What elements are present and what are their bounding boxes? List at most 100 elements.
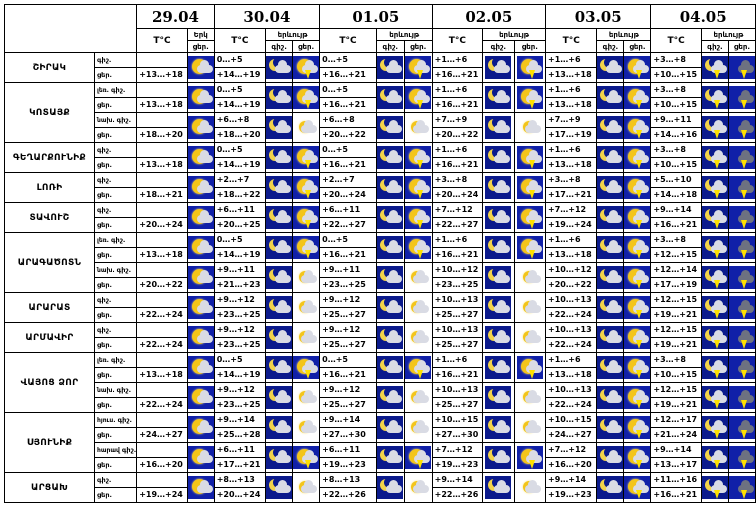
temp-cell: +13…+18	[544, 247, 598, 263]
weather-icon	[624, 476, 650, 499]
temp-cell	[136, 82, 188, 98]
temp-cell: +10…+15	[650, 367, 702, 383]
temp-cell: +9…+12	[319, 322, 377, 338]
cloud-icon	[525, 90, 542, 103]
lightning-icon	[636, 70, 643, 79]
region-label: ՎԱՅՈՑ ՁՈՐ	[4, 352, 95, 413]
night-weather-cell	[375, 292, 405, 323]
temp-cell: +7…+12	[431, 202, 484, 218]
temp-cell	[136, 112, 188, 128]
lightning-icon	[636, 220, 643, 229]
cloud-icon	[494, 330, 511, 343]
weather-icon	[377, 86, 404, 109]
weather-icon	[702, 296, 728, 319]
temp-header: T°C	[213, 28, 267, 53]
weather-icon	[729, 236, 755, 259]
night-header: գիշ.	[596, 40, 625, 53]
temp-cell: +14…+19	[213, 157, 267, 173]
weather-icon	[294, 296, 319, 319]
weather-icon	[597, 476, 623, 499]
night-weather-cell	[596, 172, 625, 203]
weather-icon	[188, 236, 214, 259]
cloud-icon	[524, 420, 541, 433]
weather-icon	[624, 386, 650, 409]
temp-cell: +14…+19	[213, 97, 267, 113]
cloud-icon	[413, 420, 430, 433]
night-weather-cell	[596, 112, 625, 143]
night-weather-cell	[700, 202, 729, 233]
cloud-icon	[275, 360, 292, 373]
temp-cell: +10…+15	[650, 67, 702, 83]
temp-cell: +7…+9	[431, 112, 484, 128]
cloud-icon	[275, 330, 292, 343]
temp-cell: +10…+13	[431, 292, 484, 308]
temp-cell: +7…+12	[544, 202, 598, 218]
cloud-icon	[494, 60, 511, 73]
temp-cell: +9…+12	[213, 382, 267, 398]
weather-icon	[702, 476, 728, 499]
weather-icon	[293, 86, 319, 109]
weather-icon	[729, 416, 755, 439]
cloud-icon	[386, 180, 403, 193]
cloud-icon	[196, 420, 213, 433]
region-label: ԱՐՄԱՎԻՐ	[4, 322, 95, 353]
day-label: ցեր.	[93, 487, 138, 503]
day-weather-cell	[623, 412, 652, 443]
lightning-icon	[740, 460, 747, 469]
night-weather-cell	[700, 172, 729, 203]
forecast-row: ԱՐԱԳԱԾՈՏՆ լեռ. գիշ. 0…+5 0…+5 +1…+6 +1…+6 +3…+8	[4, 232, 756, 293]
temp-cell: +10…+15	[650, 97, 702, 113]
temp-cell: +22…+24	[136, 397, 188, 413]
weather-icon	[485, 206, 512, 229]
weather-icon	[188, 326, 214, 349]
day-weather-cell	[403, 232, 433, 263]
night-weather-cell	[482, 382, 515, 413]
temp-cell: +1…+6	[431, 352, 484, 368]
temp-cell: +19…+24	[136, 487, 188, 503]
cloud-icon	[606, 120, 623, 133]
weather-icon	[702, 176, 728, 199]
weather-icon	[405, 446, 432, 469]
cloud-icon	[302, 450, 319, 463]
cloud-icon	[414, 90, 431, 103]
weather-cell	[186, 472, 215, 503]
temp-cell: +10…+15	[544, 412, 598, 428]
forecast-row: ՎԱՅՈՑ ՁՈՐ լեռ. գիշ. 0…+5 0…+5 +1…+6 +1…+6 +3…+8	[4, 352, 756, 413]
night-weather-cell	[482, 82, 515, 113]
temp-cell: +10…+12	[544, 262, 598, 278]
cloud-icon	[302, 360, 319, 373]
temp-cell: +20…+24	[136, 217, 188, 233]
night-text: գիշ.	[96, 296, 112, 304]
weather-icon	[624, 446, 650, 469]
night-weather-cell	[596, 352, 625, 383]
cloud-icon	[275, 90, 292, 103]
cloud-icon	[633, 480, 650, 493]
temp-cell: +11…+16	[650, 472, 702, 488]
temp-cell: +6…+11	[213, 442, 267, 458]
day-header: ցեր.	[186, 40, 215, 53]
night-weather-cell	[700, 142, 729, 173]
cloud-icon	[633, 180, 650, 193]
weather-icon	[597, 386, 623, 409]
lightning-icon	[636, 160, 643, 169]
weather-icon	[377, 446, 404, 469]
lightning-icon	[740, 490, 747, 499]
day-weather-cell	[727, 142, 756, 173]
cloud-icon	[196, 450, 213, 463]
temp-cell: 0…+5	[319, 52, 377, 68]
forecast-row: ցեր. +13…+18 +14…+19 +16…+21 +16…+21 +13…+18 +…	[5, 97, 756, 113]
temp-cell: +13…+18	[544, 67, 598, 83]
temp-cell: +23…+25	[431, 277, 484, 293]
lightning-icon	[636, 490, 643, 499]
weather-cell	[186, 232, 215, 263]
night-weather-cell	[265, 52, 294, 83]
temp-cell: +20…+22	[544, 277, 598, 293]
lightning-icon	[740, 310, 747, 319]
weather-icon	[624, 56, 650, 79]
day-text: ցեր.	[96, 311, 112, 319]
cloud-icon	[386, 150, 403, 163]
night-weather-cell	[265, 322, 294, 353]
day-weather-cell	[292, 352, 321, 383]
temp-cell: +13…+18	[544, 157, 598, 173]
lightning-icon	[528, 370, 535, 379]
